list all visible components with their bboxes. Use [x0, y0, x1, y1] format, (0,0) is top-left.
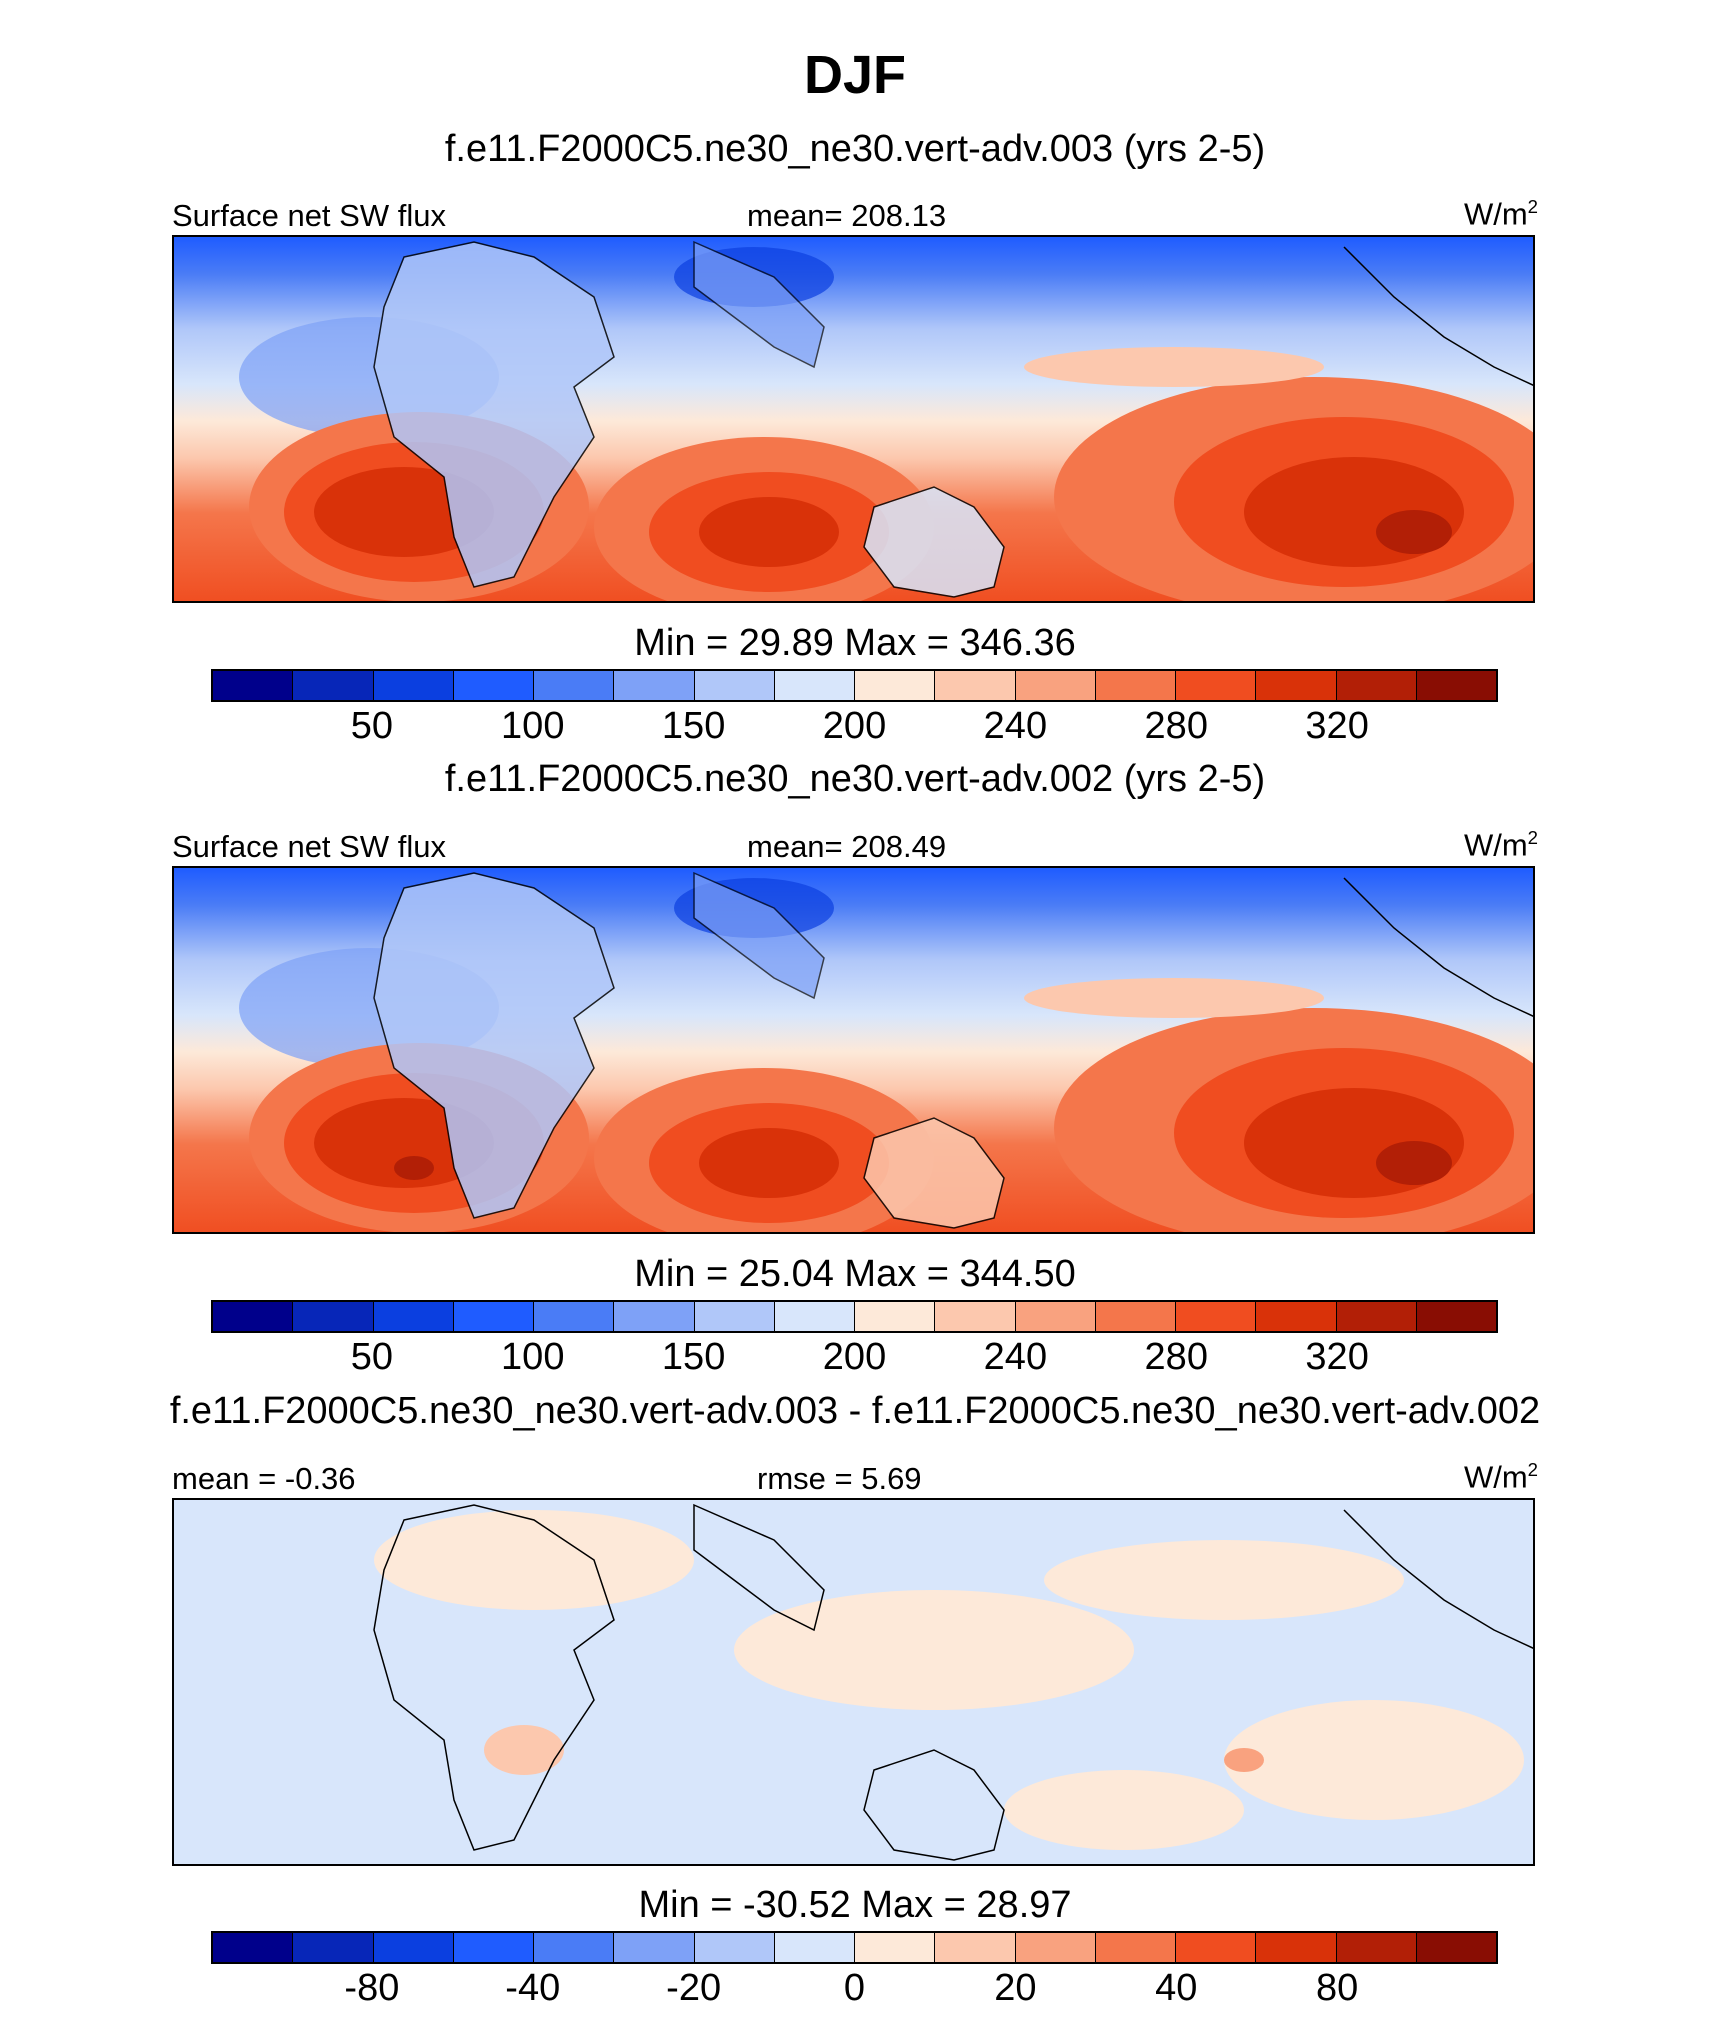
colorbar-tick-label: 100 [501, 1336, 565, 1378]
panel-2-units: W/m2 [1463, 827, 1538, 863]
panel-1-colorbar [211, 669, 1498, 702]
colorbar-tick-label: 150 [661, 705, 726, 747]
colorbar-swatch [293, 671, 374, 700]
colorbar-swatch [774, 1302, 855, 1331]
colorbar-tick-label: 20 [994, 1967, 1037, 2009]
colorbar-swatch [1256, 1302, 1337, 1331]
colorbar-swatch [1336, 671, 1417, 700]
colorbar-swatch [1095, 671, 1176, 700]
colorbar-swatch [1176, 671, 1257, 700]
panel-3-map-field [174, 1500, 1533, 1864]
colorbar-tick-label: 320 [1305, 1336, 1369, 1378]
panel-1-mean-label: mean= 208.13 [747, 198, 947, 233]
colorbar-swatch [1095, 1933, 1176, 1962]
panel-1-map-field [174, 237, 1533, 601]
colorbar-swatch [534, 1933, 615, 1962]
colorbar-swatch [1416, 1933, 1496, 1962]
panel-2-title: f.e11.F2000C5.ne30_ne30.vert-adv.002 (yr… [444, 758, 1266, 800]
colorbar-tick-label: 50 [350, 705, 394, 747]
panel-2-map [172, 866, 1535, 1234]
panel-3-rmse-label: rmse = 5.69 [757, 1461, 922, 1496]
colorbar-swatch [1336, 1302, 1417, 1331]
colorbar-swatch [774, 1933, 855, 1962]
colorbar-swatch [213, 1302, 294, 1331]
colorbar-tick-label: 200 [822, 705, 887, 747]
colorbar-swatch [1015, 1302, 1096, 1331]
colorbar-swatch [694, 1302, 775, 1331]
colorbar-swatch [213, 1933, 294, 1962]
panel-3-map [172, 1498, 1535, 1866]
panel-3-mean-label: mean = -0.36 [172, 1461, 356, 1496]
colorbar-swatch [293, 1933, 374, 1962]
panel-2-variable-label: Surface net SW flux [172, 829, 446, 864]
panel-1-title: f.e11.F2000C5.ne30_ne30.vert-adv.003 (yr… [444, 128, 1266, 170]
colorbar-swatch [694, 1933, 775, 1962]
panel-3-colorbar [211, 1931, 1498, 1964]
colorbar-swatch [1256, 671, 1337, 700]
colorbar-tick-label: -20 [666, 1967, 722, 2009]
colorbar-tick-label: 240 [983, 705, 1048, 747]
colorbar-swatch [1176, 1933, 1257, 1962]
colorbar-swatch [1176, 1302, 1257, 1331]
colorbar-tick-label: 40 [1155, 1967, 1198, 2009]
colorbar-swatch [774, 671, 855, 700]
colorbar-swatch [855, 1933, 936, 1962]
colorbar-swatch [614, 671, 695, 700]
colorbar-tick-label: -40 [505, 1967, 561, 2009]
colorbar-swatch [1015, 1933, 1096, 1962]
colorbar-tick-label: 50 [350, 1336, 394, 1378]
colorbar-swatch [534, 671, 615, 700]
panel-1-minmax: Min = 29.89 Max = 346.36 [634, 622, 1076, 664]
panel-3-minmax: Min = -30.52 Max = 28.97 [638, 1884, 1072, 1926]
panel-2-mean-label: mean= 208.49 [747, 829, 947, 864]
colorbar-swatch [855, 1302, 936, 1331]
colorbar-swatch [373, 671, 454, 700]
colorbar-tick-label: 100 [501, 705, 565, 747]
colorbar-swatch [614, 1302, 695, 1331]
colorbar-tick-label: 280 [1144, 705, 1208, 747]
panel-2-colorbar [211, 1300, 1498, 1333]
panel-1-map [172, 235, 1535, 603]
colorbar-swatch [1336, 1933, 1417, 1962]
colorbar-tick-label: 0 [843, 1967, 866, 2009]
colorbar-swatch [1416, 1302, 1496, 1331]
colorbar-swatch [1416, 671, 1496, 700]
colorbar-tick-label: 240 [983, 1336, 1048, 1378]
panel-1-units: W/m2 [1463, 196, 1538, 232]
colorbar-tick-label: 80 [1315, 1967, 1359, 2009]
colorbar-swatch [855, 671, 936, 700]
colorbar-swatch [453, 671, 534, 700]
colorbar-swatch [373, 1933, 454, 1962]
colorbar-swatch [694, 671, 775, 700]
colorbar-swatch [534, 1302, 615, 1331]
colorbar-tick-label: 280 [1144, 1336, 1208, 1378]
colorbar-swatch [1095, 1302, 1176, 1331]
panel-3-units: W/m2 [1463, 1459, 1538, 1495]
colorbar-swatch [213, 671, 294, 700]
colorbar-swatch [453, 1933, 534, 1962]
colorbar-swatch [453, 1302, 534, 1331]
main-title: DJF [803, 45, 906, 105]
colorbar-tick-label: 200 [822, 1336, 887, 1378]
colorbar-swatch [1256, 1933, 1337, 1962]
colorbar-swatch [935, 671, 1016, 700]
panel-1-variable-label: Surface net SW flux [172, 198, 446, 233]
colorbar-swatch [935, 1302, 1016, 1331]
panel-2-map-field [174, 868, 1533, 1232]
colorbar-swatch [373, 1302, 454, 1331]
panel-3-title: f.e11.F2000C5.ne30_ne30.vert-adv.003 - f… [169, 1390, 1541, 1432]
colorbar-swatch [935, 1933, 1016, 1962]
colorbar-tick-label: 320 [1305, 705, 1369, 747]
colorbar-tick-label: 150 [661, 1336, 726, 1378]
colorbar-swatch [1015, 671, 1096, 700]
panel-2-minmax: Min = 25.04 Max = 344.50 [634, 1253, 1076, 1295]
colorbar-swatch [293, 1302, 374, 1331]
colorbar-swatch [614, 1933, 695, 1962]
colorbar-tick-label: -80 [344, 1967, 400, 2009]
